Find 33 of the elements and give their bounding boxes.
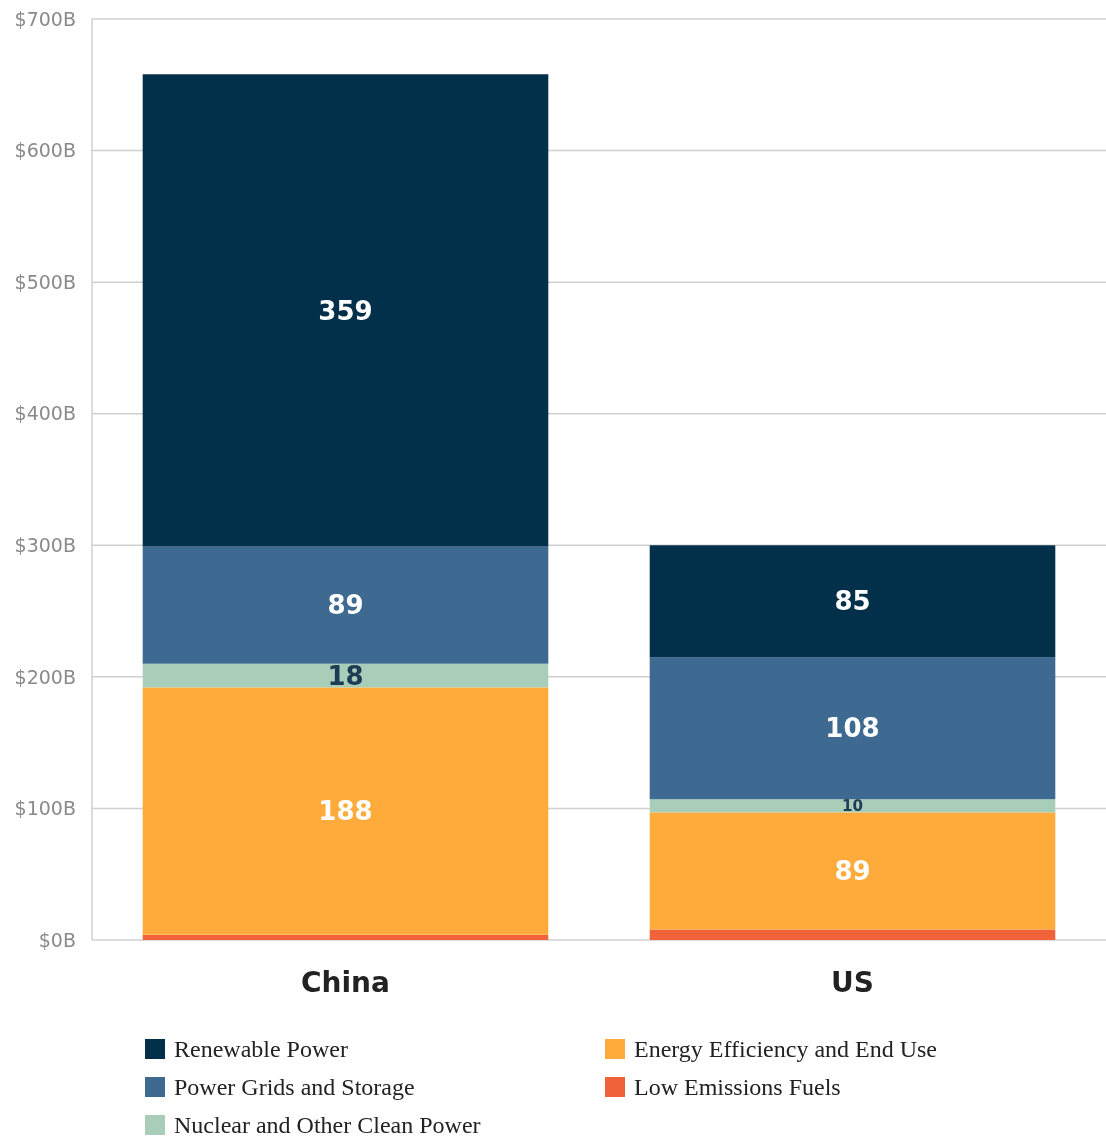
- y-tick-label: $400B: [14, 402, 76, 425]
- legend-label: Power Grids and Storage: [174, 1074, 415, 1101]
- x-tick-label: China: [301, 965, 390, 999]
- y-tick-label: $0B: [38, 928, 76, 951]
- data-label: 10: [841, 797, 864, 816]
- bar: [142, 687, 549, 935]
- data-label: 359: [318, 295, 373, 326]
- y-tick-label: $500B: [14, 270, 76, 293]
- bar: [142, 546, 549, 664]
- y-tick-label: $100B: [14, 797, 76, 820]
- bar: [142, 663, 549, 688]
- legend-label: Energy Efficiency and End Use: [634, 1036, 938, 1063]
- bar: [142, 74, 549, 547]
- bar: [649, 799, 1056, 813]
- y-tick-label: $200B: [14, 665, 76, 688]
- bar: [142, 934, 549, 940]
- bar: [649, 812, 1056, 930]
- x-tick-label: US: [831, 965, 874, 999]
- data-label: 89: [327, 590, 364, 621]
- bar: [649, 545, 1056, 658]
- bar: [649, 657, 1056, 800]
- y-tick-label: $600B: [14, 139, 76, 162]
- data-label: 108: [825, 713, 880, 744]
- legend-label: Renewable Power: [174, 1036, 348, 1063]
- y-tick-label: $300B: [14, 533, 76, 556]
- legend-label: Nuclear and Other Clean Power: [174, 1112, 481, 1136]
- data-label: 89: [834, 856, 871, 887]
- bar: [649, 929, 1056, 940]
- legend-label: Low Emissions Fuels: [634, 1074, 841, 1101]
- y-tick-label: $700B: [14, 7, 76, 30]
- data-label: 18: [327, 660, 364, 691]
- data-label: 85: [834, 586, 871, 617]
- data-label: 188: [318, 796, 373, 827]
